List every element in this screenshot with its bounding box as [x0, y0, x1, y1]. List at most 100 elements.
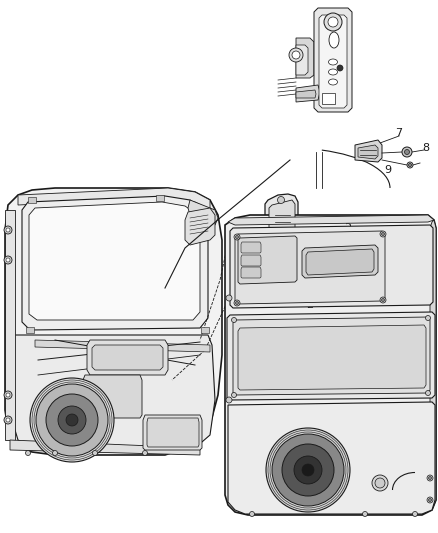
Circle shape	[250, 512, 254, 516]
Polygon shape	[228, 215, 434, 225]
Polygon shape	[225, 215, 436, 515]
Text: 2: 2	[307, 300, 314, 310]
Polygon shape	[156, 195, 164, 201]
Polygon shape	[241, 242, 261, 253]
Polygon shape	[314, 8, 352, 112]
Circle shape	[292, 51, 300, 59]
Text: 4: 4	[344, 498, 352, 508]
Polygon shape	[92, 345, 163, 370]
Circle shape	[232, 392, 237, 398]
Circle shape	[381, 298, 385, 302]
Circle shape	[405, 149, 410, 155]
Ellipse shape	[328, 59, 338, 65]
Circle shape	[30, 378, 114, 462]
Polygon shape	[238, 236, 297, 284]
Polygon shape	[10, 440, 200, 455]
Circle shape	[272, 434, 344, 506]
Circle shape	[363, 512, 367, 516]
Circle shape	[6, 393, 10, 397]
Polygon shape	[147, 418, 199, 447]
Text: 3: 3	[421, 357, 428, 367]
Polygon shape	[430, 220, 436, 510]
Circle shape	[53, 450, 57, 456]
Polygon shape	[87, 340, 168, 375]
Polygon shape	[227, 312, 435, 400]
Circle shape	[36, 384, 108, 456]
Polygon shape	[241, 267, 261, 278]
Circle shape	[6, 418, 10, 422]
Polygon shape	[201, 327, 209, 333]
Polygon shape	[296, 85, 320, 102]
Polygon shape	[28, 197, 36, 203]
Text: 9: 9	[385, 165, 392, 175]
Text: 7: 7	[396, 128, 403, 138]
Circle shape	[337, 65, 343, 71]
Polygon shape	[143, 415, 202, 450]
Circle shape	[4, 256, 12, 264]
Circle shape	[226, 295, 232, 301]
Polygon shape	[355, 140, 382, 162]
Circle shape	[328, 17, 338, 27]
Circle shape	[402, 147, 412, 157]
Text: 1: 1	[418, 247, 425, 257]
Polygon shape	[358, 145, 378, 159]
Circle shape	[289, 48, 303, 62]
Polygon shape	[5, 188, 222, 455]
Circle shape	[92, 450, 98, 456]
Polygon shape	[185, 208, 215, 245]
Polygon shape	[296, 45, 308, 75]
Polygon shape	[188, 200, 218, 225]
Circle shape	[380, 297, 386, 303]
Circle shape	[4, 391, 12, 399]
Ellipse shape	[329, 32, 339, 48]
Polygon shape	[296, 38, 314, 78]
Circle shape	[427, 475, 433, 481]
Polygon shape	[265, 194, 298, 248]
Circle shape	[294, 456, 322, 484]
Circle shape	[236, 302, 239, 304]
Circle shape	[142, 450, 148, 456]
Polygon shape	[235, 231, 385, 304]
Polygon shape	[18, 188, 210, 210]
Circle shape	[425, 316, 431, 320]
Ellipse shape	[328, 69, 338, 75]
Polygon shape	[296, 90, 316, 98]
Circle shape	[407, 162, 413, 168]
Circle shape	[302, 464, 314, 476]
Polygon shape	[230, 225, 433, 308]
Polygon shape	[10, 335, 215, 452]
Polygon shape	[35, 340, 210, 352]
Polygon shape	[22, 196, 208, 330]
Circle shape	[425, 391, 431, 395]
Circle shape	[380, 231, 386, 237]
Polygon shape	[306, 249, 374, 275]
Circle shape	[4, 226, 12, 234]
Polygon shape	[26, 327, 34, 333]
Ellipse shape	[328, 79, 338, 85]
Circle shape	[428, 498, 431, 502]
Circle shape	[375, 478, 385, 488]
Circle shape	[4, 416, 12, 424]
Circle shape	[428, 477, 431, 480]
Circle shape	[266, 428, 350, 512]
Circle shape	[226, 397, 232, 403]
Circle shape	[236, 236, 239, 238]
Circle shape	[25, 450, 31, 456]
Circle shape	[6, 258, 10, 262]
Circle shape	[381, 232, 385, 236]
Circle shape	[324, 13, 342, 31]
Polygon shape	[29, 202, 200, 320]
Polygon shape	[302, 245, 378, 278]
Polygon shape	[269, 200, 295, 242]
Text: 8: 8	[422, 143, 430, 153]
Circle shape	[234, 300, 240, 306]
Circle shape	[232, 318, 237, 322]
Circle shape	[234, 234, 240, 240]
Polygon shape	[322, 93, 335, 104]
Circle shape	[46, 394, 98, 446]
Polygon shape	[233, 317, 430, 395]
Circle shape	[427, 497, 433, 503]
Polygon shape	[319, 15, 347, 108]
Circle shape	[282, 444, 334, 496]
Text: 6: 6	[421, 377, 428, 387]
